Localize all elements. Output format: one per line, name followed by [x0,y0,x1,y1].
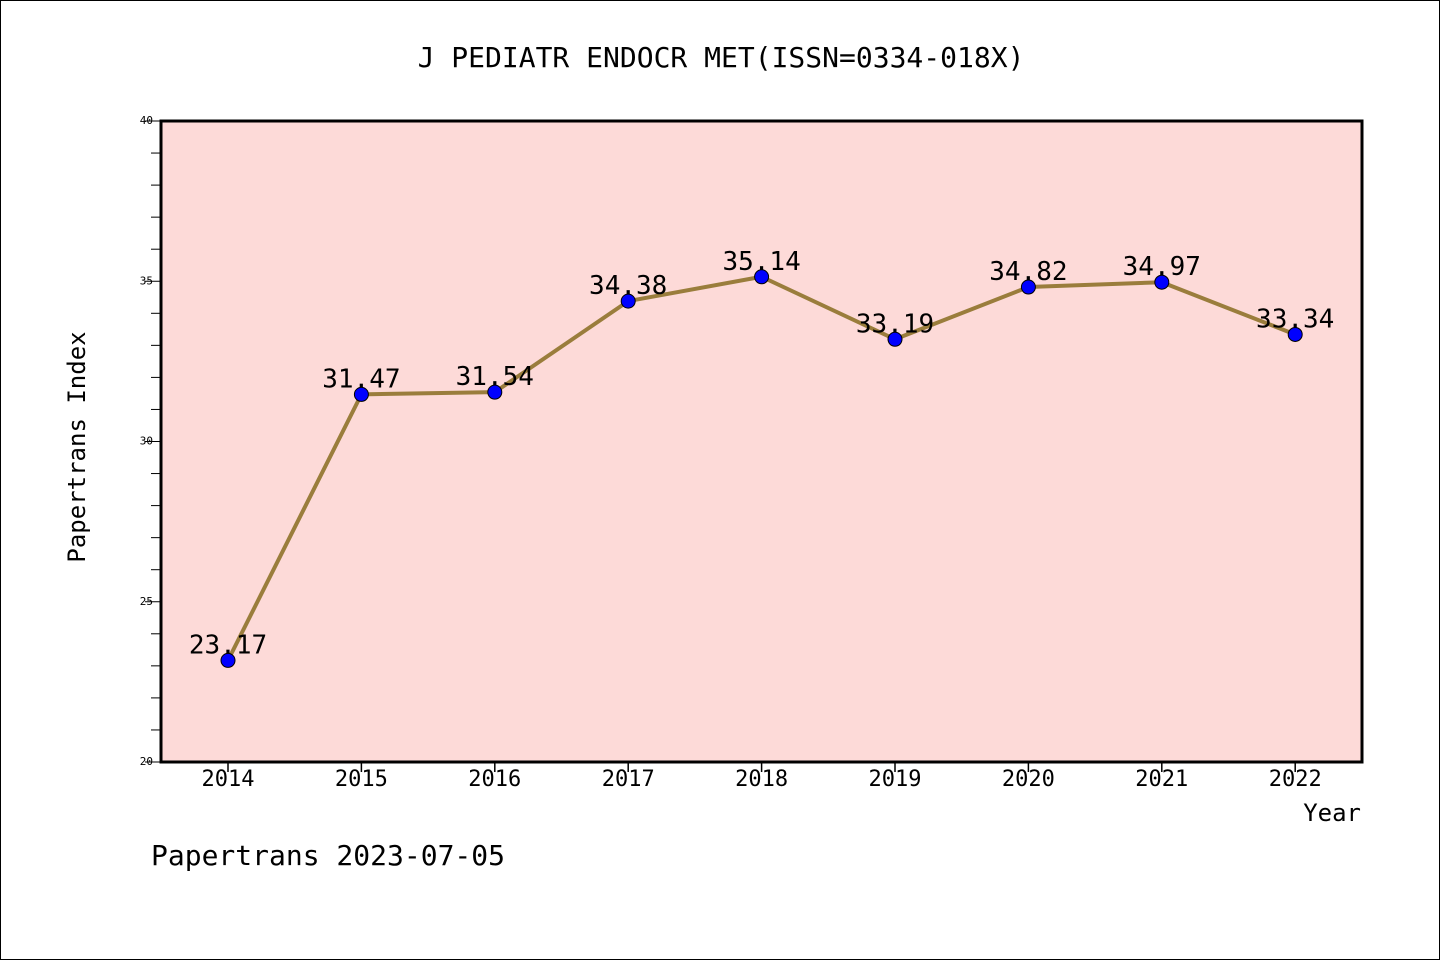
y-tick-label: 35 [140,274,153,287]
data-point [487,384,503,400]
plot-area [159,119,1364,764]
x-tick-label: 2015 [335,767,388,792]
data-point [1154,274,1170,290]
x-tick-label: 2022 [1269,767,1322,792]
data-label: 33.19 [856,309,934,339]
data-label: 31.54 [456,362,534,392]
data-label: 33.34 [1256,304,1334,334]
data-label: 34.82 [989,257,1067,287]
chart-title: J PEDIATR ENDOCR MET(ISSN=0334-018X) [418,41,1025,74]
data-label: 34.97 [1123,252,1201,282]
y-tick-label: 25 [140,595,153,608]
data-point [887,331,903,347]
y-tick-label: 40 [140,114,153,127]
y-axis-label: Papertrans Index [63,331,91,562]
y-axis: 20 25 30 35 40 [140,114,161,768]
x-tick-label: 2019 [869,767,922,792]
x-tick-label: 2014 [202,767,255,792]
data-label: 23.17 [189,630,267,660]
x-tick-label: 2018 [735,767,788,792]
x-tick-label: 2017 [602,767,655,792]
x-tick-label: 2021 [1135,767,1188,792]
data-point [353,386,369,402]
footer-caption: Papertrans 2023-07-05 [151,839,505,872]
data-label: 34.38 [589,271,667,301]
data-point [620,293,636,309]
data-point [754,269,770,285]
x-tick-label: 2020 [1002,767,1055,792]
series-papertrans-index: 23.17 31.47 31.54 34.38 35.14 33.19 34.82 34.97… [189,247,1334,668]
y-tick-label: 30 [140,435,153,448]
y-tick-label: 20 [140,755,153,768]
x-axis: 2014 2015 2016 2017 2018 2019 2020 2021 2022 [202,762,1322,792]
data-point [1020,279,1036,295]
data-point [220,652,236,668]
x-axis-label: Year [1303,799,1361,827]
data-point [1287,326,1303,342]
data-label: 35.14 [722,247,800,277]
data-label: 31.47 [322,364,400,394]
x-tick-label: 2016 [468,767,521,792]
